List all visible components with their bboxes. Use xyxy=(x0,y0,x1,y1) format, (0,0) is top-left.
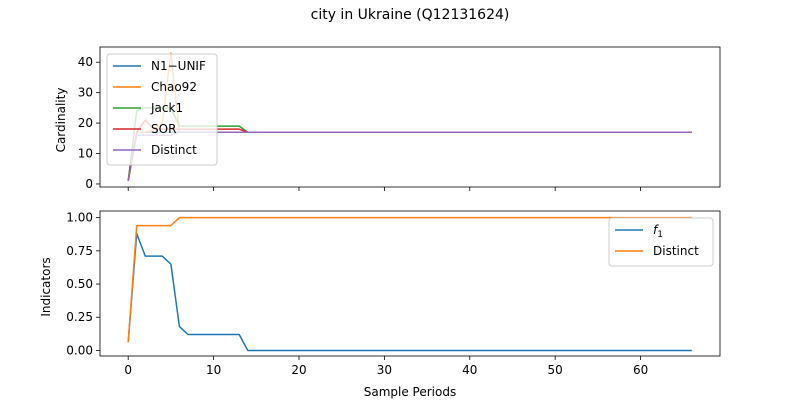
cardinality-panel: 0 10 20 30 40 N1−UNIF Chao92 Jack1 SOR Distinct xyxy=(78,46,721,191)
y-tick-label: 20 xyxy=(78,116,93,130)
series-line-1 xyxy=(127,216,692,343)
x-tick-label: 10 xyxy=(206,363,221,377)
legend-label: Chao92 xyxy=(151,80,197,94)
legend-box xyxy=(608,217,714,267)
axes-frame xyxy=(99,210,721,357)
y-tick-label: 0.75 xyxy=(66,244,93,258)
legend-label: f1 xyxy=(653,223,663,240)
legend-label: Distinct xyxy=(653,244,699,258)
y-tick-label: 40 xyxy=(78,55,93,69)
axes-frame xyxy=(99,46,721,188)
indicators-panel: 0 10 20 30 40 50 60 0.00 0.25 0.50 0.75 1.00 f1 Disti… xyxy=(66,210,721,377)
y-tick-label: 0.50 xyxy=(66,277,93,291)
legend-label: Distinct xyxy=(151,143,197,157)
y-tick-label: 0.00 xyxy=(66,343,93,357)
y-tick-label: 10 xyxy=(78,147,93,161)
y-tick-label: 1.00 xyxy=(66,211,93,225)
legend-label: Jack1 xyxy=(150,101,183,115)
x-tick-label: 30 xyxy=(377,363,392,377)
series-line-0 xyxy=(127,232,692,352)
legend-box xyxy=(106,53,218,166)
y-tick-label: 0 xyxy=(85,177,93,191)
x-tick-label: 40 xyxy=(462,363,477,377)
figure-title: city in Ukraine (Q12131624) xyxy=(311,7,510,23)
legend-label: SOR xyxy=(151,122,176,136)
x-tick-label: 50 xyxy=(548,363,563,377)
x-tick-label: 20 xyxy=(291,363,306,377)
y-axis-label-indicators: Indicators xyxy=(39,257,53,316)
y-tick-label: 0.25 xyxy=(66,310,93,324)
y-axis-label-cardinality: Cardinality xyxy=(54,88,68,153)
x-tick-label: 0 xyxy=(124,363,132,377)
x-axis-label: Sample Periods xyxy=(364,385,456,399)
y-tick-label: 30 xyxy=(78,86,93,100)
legend-label: N1−UNIF xyxy=(151,59,206,73)
x-tick-label: 60 xyxy=(633,363,648,377)
